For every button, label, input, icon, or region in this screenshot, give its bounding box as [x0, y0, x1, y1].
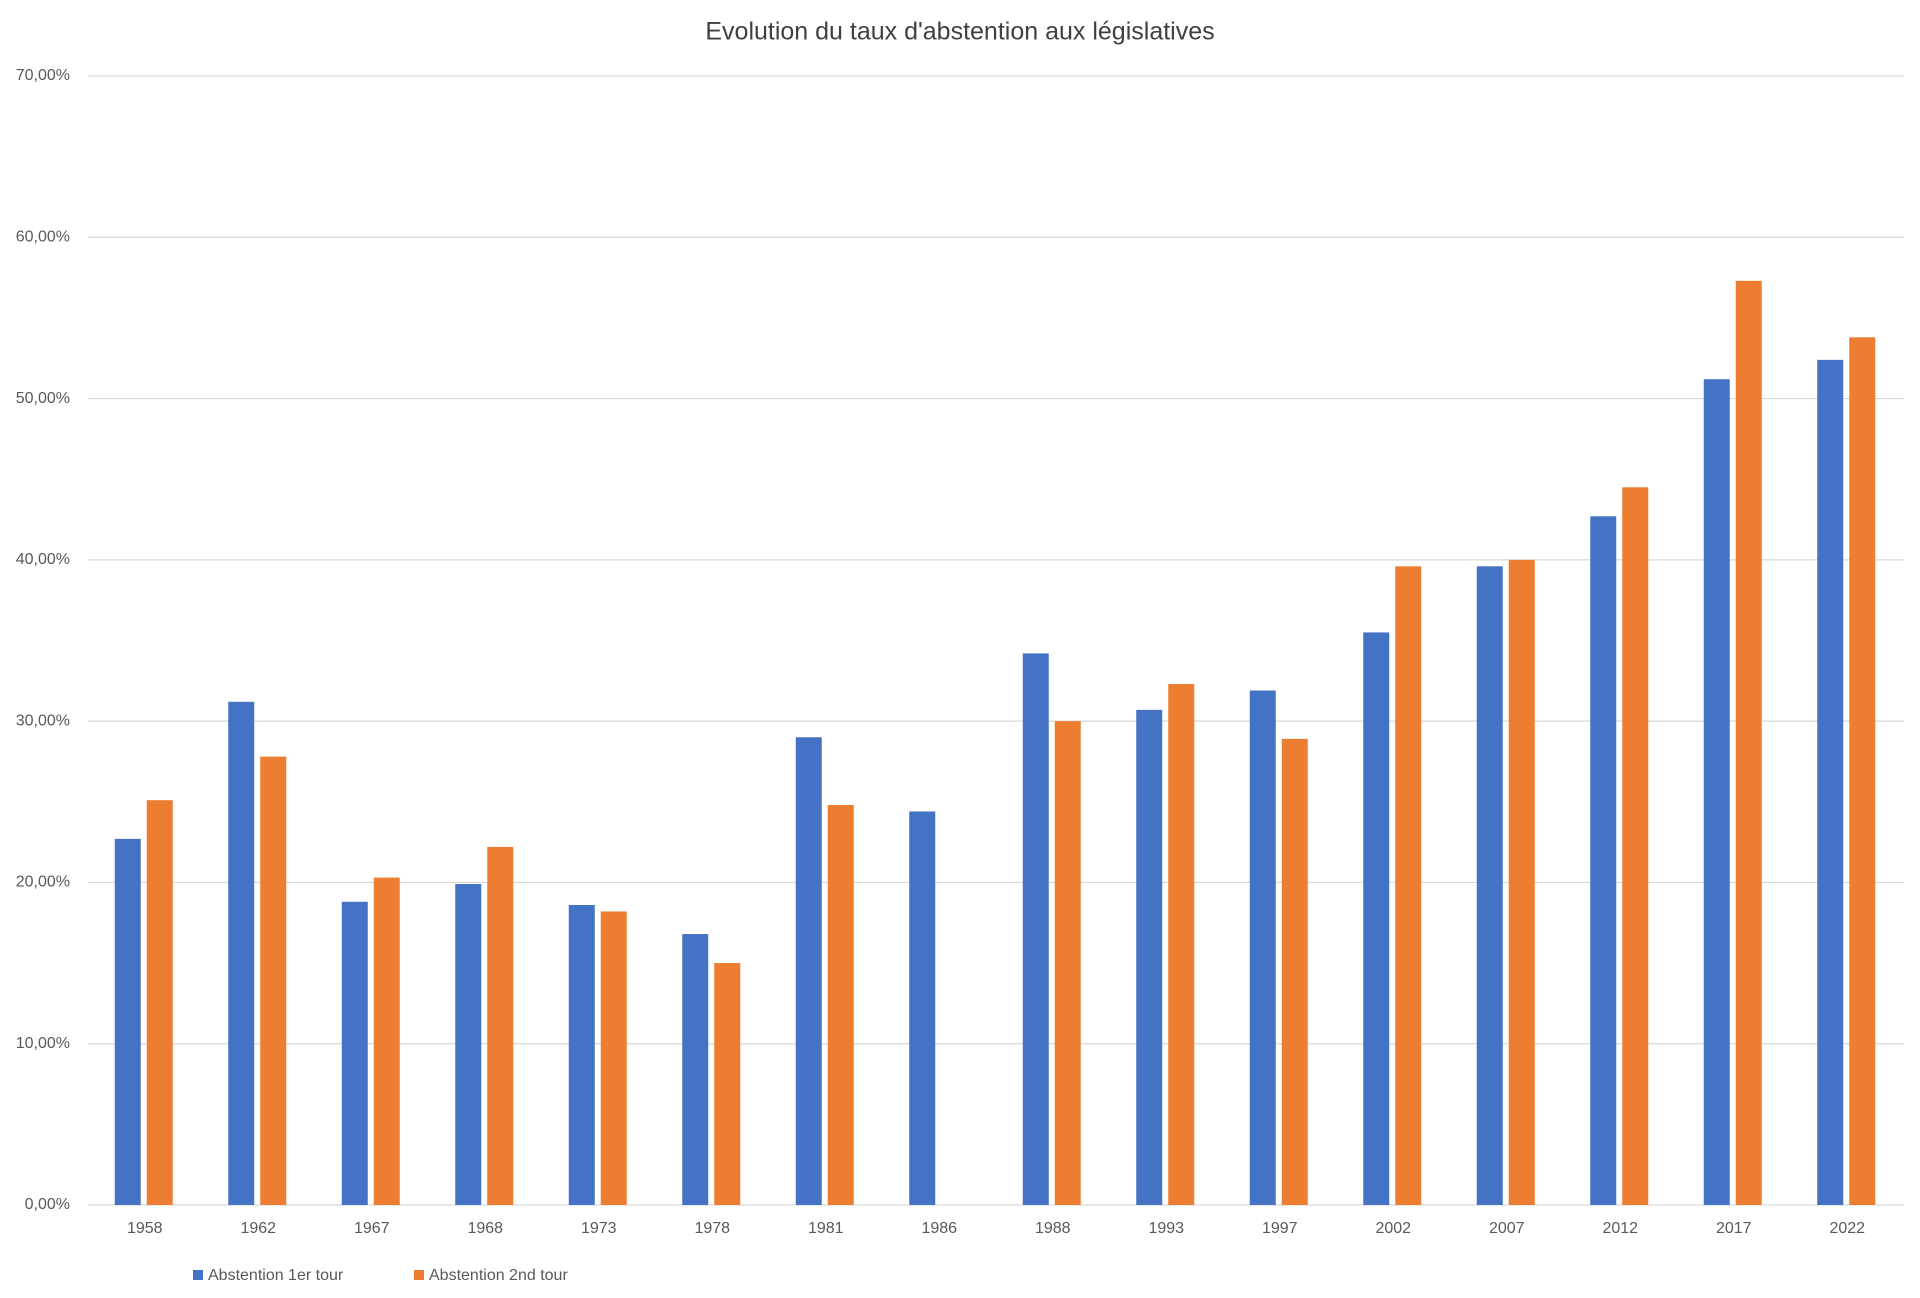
x-tick-label: 2017	[1716, 1220, 1752, 1237]
bar	[1054, 721, 1081, 1205]
x-tick-label: 1978	[694, 1220, 730, 1237]
legend-label: Abstention 1er tour	[208, 1267, 344, 1284]
chart-title: Evolution du taux d'abstention aux légis…	[705, 18, 1214, 46]
bar	[146, 800, 173, 1205]
bar	[714, 963, 741, 1205]
bar	[600, 911, 627, 1205]
y-tick-label: 50,00%	[16, 390, 70, 407]
bar	[1476, 566, 1503, 1205]
bar	[341, 901, 368, 1205]
y-tick-label: 60,00%	[16, 229, 70, 246]
bar	[455, 884, 482, 1205]
y-tick-label: 40,00%	[16, 551, 70, 568]
x-tick-label: 2002	[1375, 1220, 1411, 1237]
legend-swatch	[414, 1270, 424, 1280]
bar	[1168, 684, 1195, 1205]
bar	[260, 756, 287, 1205]
x-tick-label: 1986	[921, 1220, 957, 1237]
bar	[373, 877, 400, 1205]
x-tick-label: 1997	[1262, 1220, 1298, 1237]
x-tick-label: 1968	[467, 1220, 503, 1237]
bar	[228, 701, 255, 1205]
y-tick-label: 10,00%	[16, 1035, 70, 1052]
x-tick-label: 1967	[354, 1220, 390, 1237]
legend-label: Abstention 2nd tour	[429, 1267, 568, 1284]
bar	[1703, 379, 1730, 1205]
x-tick-label: 1962	[240, 1220, 276, 1237]
bar	[1281, 738, 1308, 1205]
bar	[568, 905, 595, 1205]
x-tick-label: 2022	[1829, 1220, 1865, 1237]
bar	[1622, 487, 1649, 1205]
bar	[682, 934, 709, 1205]
bar	[1508, 559, 1535, 1205]
bar	[909, 811, 936, 1205]
y-tick-label: 70,00%	[16, 67, 70, 84]
x-tick-label: 1988	[1035, 1220, 1071, 1237]
x-tick-label: 1993	[1148, 1220, 1184, 1237]
bar	[1249, 690, 1276, 1205]
x-tick-label: 1973	[581, 1220, 617, 1237]
bar	[1395, 566, 1422, 1205]
x-tick-label: 2012	[1602, 1220, 1638, 1237]
y-tick-label: 20,00%	[16, 874, 70, 891]
bar	[487, 846, 514, 1205]
bar	[114, 838, 141, 1205]
bar	[1022, 653, 1049, 1205]
bar	[1590, 516, 1617, 1205]
x-tick-label: 2007	[1489, 1220, 1525, 1237]
bar	[827, 805, 854, 1205]
bar	[1849, 337, 1876, 1206]
bar	[795, 737, 822, 1205]
bar	[1735, 280, 1762, 1205]
bar	[1363, 632, 1390, 1205]
bar	[1136, 709, 1163, 1205]
x-tick-label: 1981	[808, 1220, 844, 1237]
y-tick-label: 0,00%	[25, 1196, 70, 1213]
x-tick-label: 1958	[127, 1220, 163, 1237]
legend-swatch	[193, 1270, 203, 1280]
bar	[1817, 359, 1844, 1205]
y-tick-label: 30,00%	[16, 712, 70, 729]
